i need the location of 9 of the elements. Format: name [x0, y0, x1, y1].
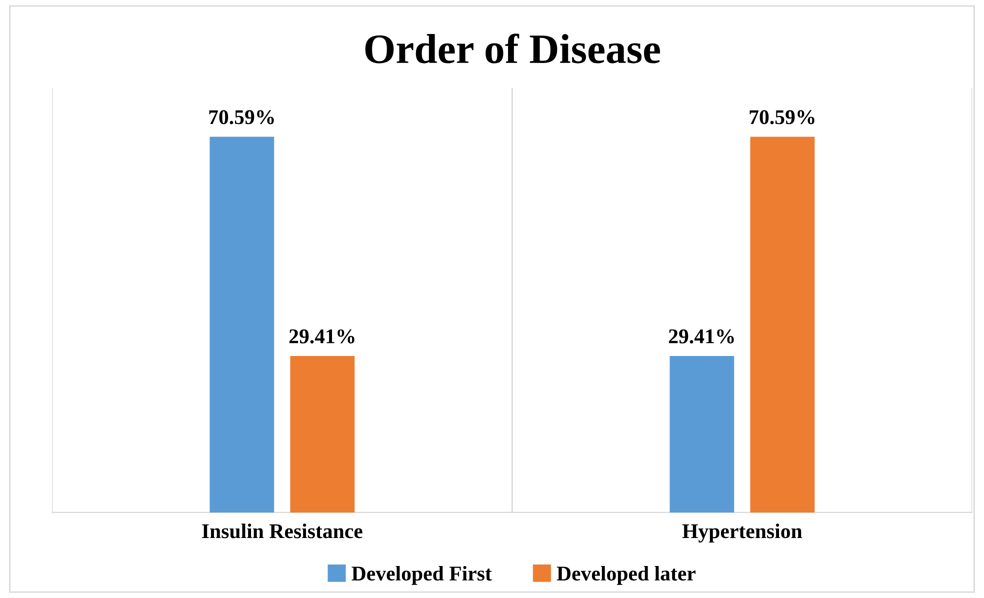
data-label: 70.59% — [750, 110, 814, 124]
x-tick-label: Hypertension — [682, 524, 802, 543]
legend-label: Developed First — [352, 566, 492, 585]
data-label: 70.59% — [209, 110, 274, 124]
x-tick-label: Insulin Resistance — [202, 524, 362, 538]
chart-title: Order of Disease — [365, 34, 660, 64]
data-label: 29.41% — [668, 329, 734, 344]
data-label: 29.41% — [289, 329, 354, 344]
legend-label: Developed later — [556, 566, 696, 585]
